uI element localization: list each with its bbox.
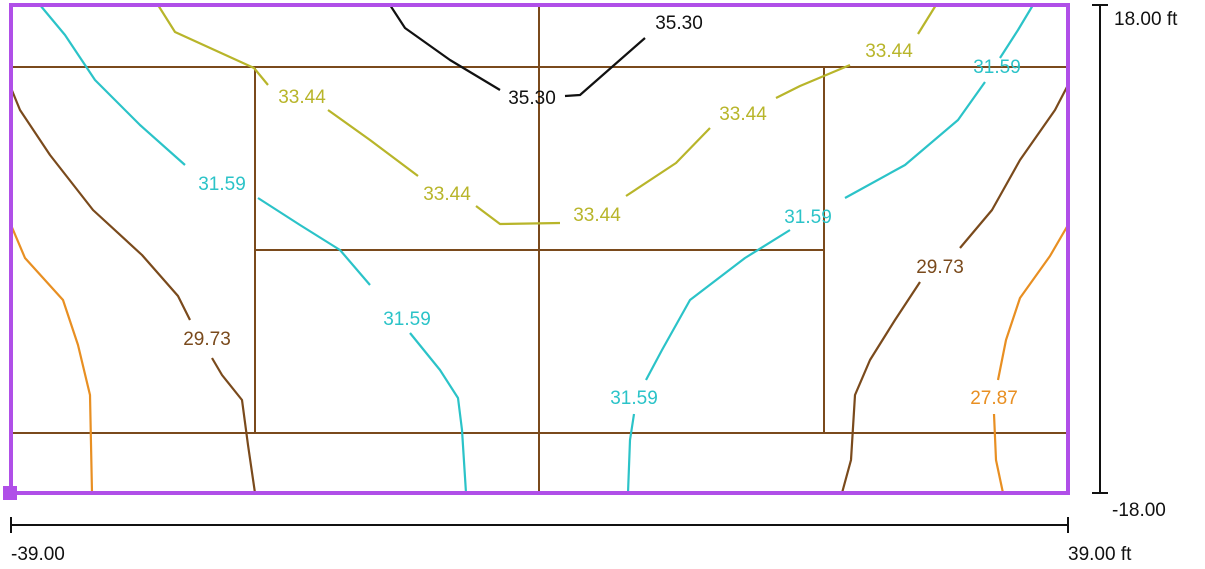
contour-label: 31.59 <box>610 388 658 409</box>
contour-label: 35.30 <box>655 13 703 34</box>
contour-line-31-59-left-c <box>409 332 468 494</box>
contour-line-27-87-right-b <box>992 413 1005 494</box>
horizontal-dimension <box>10 517 1069 533</box>
x-max-label: 39.00 ft <box>1068 544 1132 565</box>
contour-label: 35.30 <box>508 88 556 109</box>
contour-line-31-59-right-c <box>645 229 791 381</box>
contours <box>9 4 1069 494</box>
contour-line-33-44-top <box>917 4 937 35</box>
contour-line-33-44-low <box>475 205 561 226</box>
y-max-label: 18.00 ft <box>1114 9 1178 30</box>
contour-line-35-30-b <box>564 37 646 98</box>
y-min-label: -18.00 <box>1112 500 1166 521</box>
contour-line-31-59-right <box>999 4 1034 59</box>
contour-line-33-44-rise <box>625 127 711 197</box>
contour-line-29-73-right <box>959 84 1069 249</box>
contour-label: 31.59 <box>973 57 1021 78</box>
contour-labels: 35.30 35.30 33.44 33.44 33.44 33.44 33.4… <box>183 13 1021 409</box>
vertical-dimension <box>1092 4 1108 494</box>
contour-line-31-59-right-d <box>626 413 636 494</box>
contour-line-33-44-mid <box>327 109 419 177</box>
x-min-label: -39.00 <box>11 544 65 565</box>
contour-line-31-59-right-b <box>844 81 986 199</box>
contour-label: 33.44 <box>423 184 471 205</box>
contour-line-33-44-up <box>775 63 851 99</box>
contour-line-27-87-left <box>9 224 94 494</box>
plot-frame <box>9 3 1070 495</box>
contour-label: 29.73 <box>916 257 964 278</box>
contour-label: 33.44 <box>573 205 621 226</box>
contour-label: 29.73 <box>183 329 231 350</box>
contour-label: 33.44 <box>278 87 326 108</box>
origin-marker[interactable] <box>3 486 17 500</box>
contour-label: 31.59 <box>784 207 832 228</box>
contour-line-31-59-left-b <box>257 197 371 286</box>
contour-line-35-30 <box>389 4 501 91</box>
contour-line-33-44-left <box>157 4 269 86</box>
contour-line-29-73-left <box>9 87 191 321</box>
contour-line-29-73-right-b <box>840 281 921 494</box>
grid-lines <box>11 5 1068 493</box>
contour-label: 31.59 <box>198 174 246 195</box>
contour-label: 33.44 <box>865 41 913 62</box>
contour-label: 27.87 <box>970 388 1018 409</box>
contour-label: 31.59 <box>383 309 431 330</box>
contour-line-29-73-left-b <box>211 357 257 494</box>
contour-line-27-87-right <box>996 224 1069 381</box>
contour-label: 33.44 <box>719 104 767 125</box>
contour-line-31-59-left <box>39 4 186 166</box>
